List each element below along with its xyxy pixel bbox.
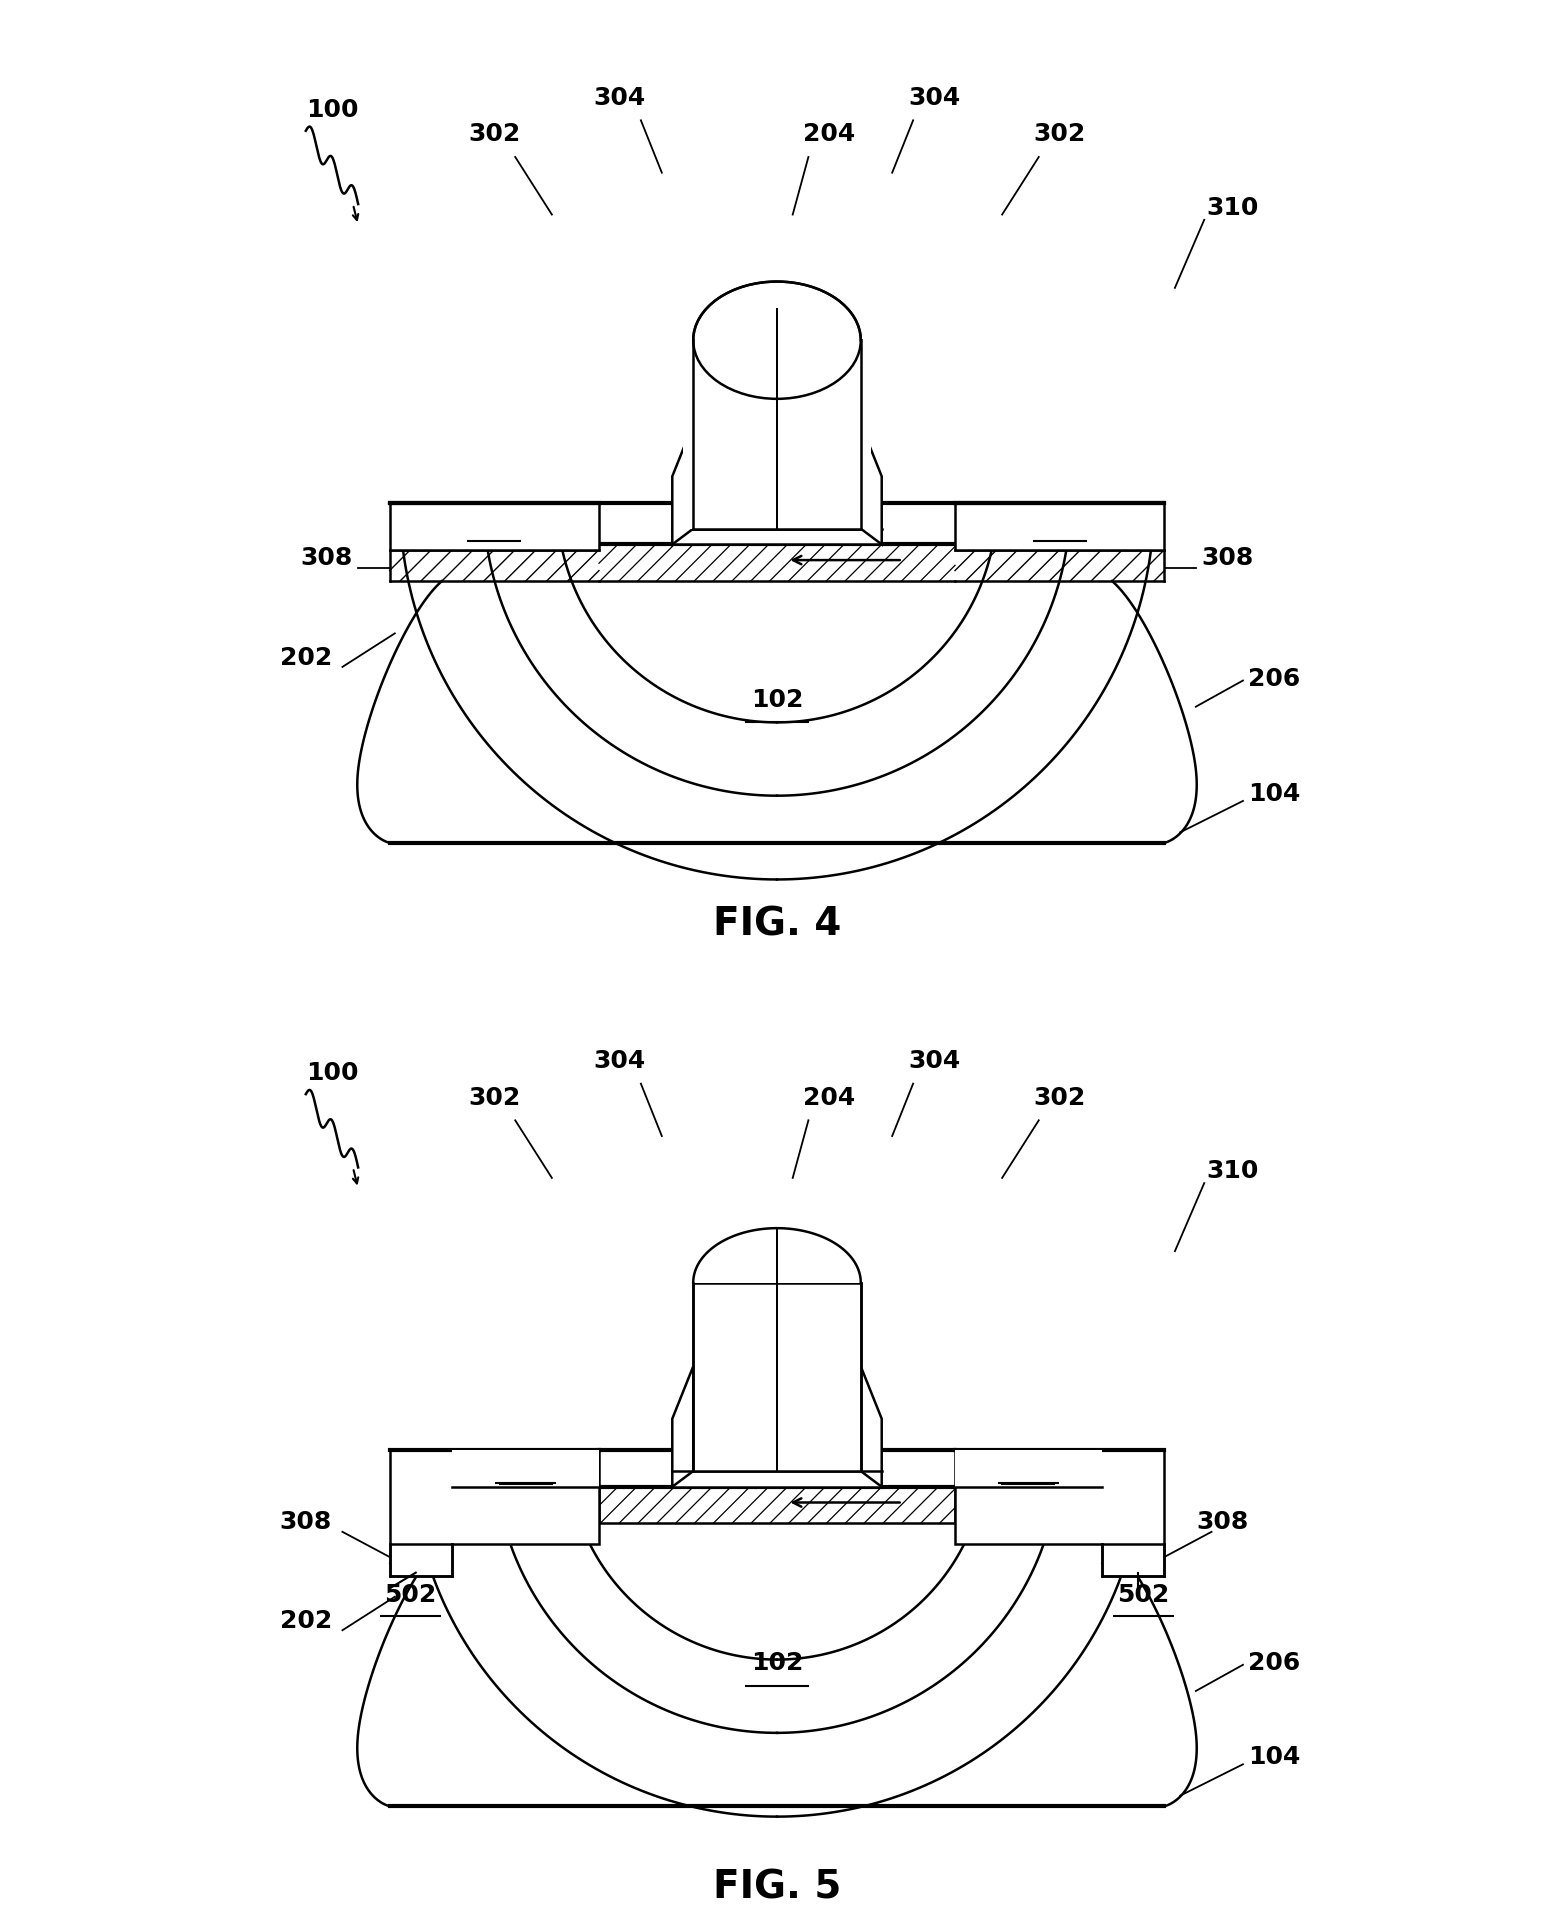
Text: 206: 206 <box>1248 667 1301 692</box>
Ellipse shape <box>693 282 861 399</box>
Text: 308: 308 <box>1201 546 1254 571</box>
Text: 308: 308 <box>1197 1510 1248 1533</box>
Text: 206: 206 <box>1248 1652 1301 1675</box>
Text: 204: 204 <box>803 123 856 146</box>
Text: 304: 304 <box>908 86 960 109</box>
Text: 308: 308 <box>280 1510 333 1533</box>
Text: 102: 102 <box>751 1652 803 1675</box>
Bar <box>390 1544 452 1575</box>
Text: 302: 302 <box>1033 123 1086 146</box>
Text: FIG. 5: FIG. 5 <box>713 1868 841 1906</box>
Bar <box>1102 1544 1164 1575</box>
Text: 304: 304 <box>594 1048 646 1073</box>
Text: 100: 100 <box>306 1061 359 1084</box>
Bar <box>693 1228 861 1282</box>
Text: 302: 302 <box>468 123 521 146</box>
Polygon shape <box>861 1366 881 1487</box>
Bar <box>673 1471 881 1487</box>
Text: 202: 202 <box>280 1609 333 1632</box>
Text: 304: 304 <box>594 86 646 109</box>
Text: 100: 100 <box>306 98 359 123</box>
Text: 402: 402 <box>468 508 521 531</box>
Bar <box>390 502 598 550</box>
Polygon shape <box>861 423 881 544</box>
Text: 204: 204 <box>803 1086 856 1109</box>
Text: 304: 304 <box>908 1048 960 1073</box>
Bar <box>390 550 598 581</box>
Bar <box>956 1450 1102 1487</box>
Bar <box>682 341 872 529</box>
Text: FIG. 4: FIG. 4 <box>713 906 841 945</box>
Bar <box>673 529 881 544</box>
Text: 104: 104 <box>1248 782 1301 807</box>
Text: 310: 310 <box>1206 1159 1259 1182</box>
Text: 402: 402 <box>499 1450 552 1473</box>
Text: 308: 308 <box>300 546 353 571</box>
Polygon shape <box>390 1450 598 1575</box>
Text: 502: 502 <box>1117 1583 1170 1608</box>
Bar <box>598 1487 956 1523</box>
Text: 302: 302 <box>468 1086 521 1109</box>
Text: 104: 104 <box>1248 1745 1301 1768</box>
Bar <box>452 1450 598 1487</box>
Text: 502: 502 <box>384 1583 437 1608</box>
Bar <box>598 544 956 581</box>
Polygon shape <box>673 423 693 544</box>
Text: 402: 402 <box>1033 508 1086 531</box>
Polygon shape <box>956 1450 1164 1575</box>
Text: 310: 310 <box>1206 195 1259 220</box>
Bar <box>693 341 861 529</box>
Text: 102: 102 <box>751 688 803 711</box>
Bar <box>956 502 1164 550</box>
Text: 202: 202 <box>280 646 333 671</box>
Bar <box>693 1282 861 1471</box>
Text: 402: 402 <box>1002 1450 1055 1473</box>
Bar <box>956 550 1164 581</box>
Polygon shape <box>673 1366 693 1487</box>
Text: 302: 302 <box>1033 1086 1086 1109</box>
